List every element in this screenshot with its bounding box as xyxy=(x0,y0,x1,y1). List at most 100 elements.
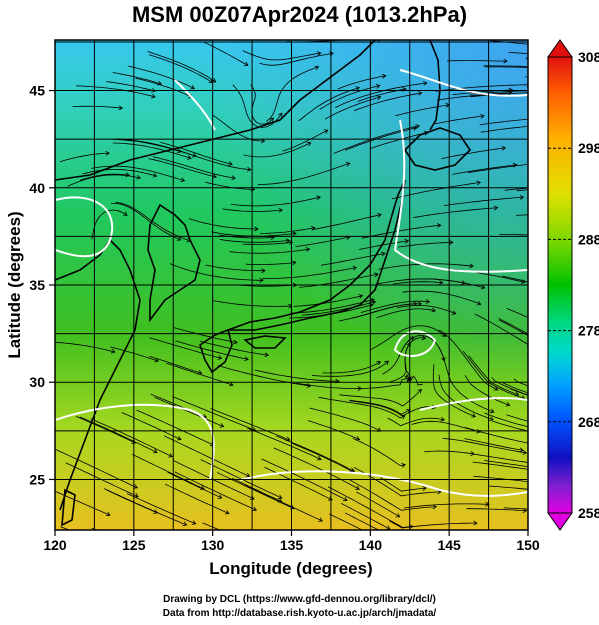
streamline-arrowhead xyxy=(316,455,322,461)
streamline-arrowhead xyxy=(305,247,311,252)
streamline-arrowhead xyxy=(432,504,437,510)
isotherm-contour xyxy=(55,403,215,481)
streamline-arrowhead xyxy=(470,451,475,456)
streamline-arrowhead xyxy=(520,279,526,284)
streamline-arrowhead xyxy=(404,238,410,244)
streamline-arrowhead xyxy=(538,427,542,431)
streamline-arrowhead xyxy=(469,263,474,269)
streamline xyxy=(166,362,234,386)
streamline-arrowhead xyxy=(269,117,274,123)
streamline-arrowhead xyxy=(375,84,381,89)
streamline-arrowhead xyxy=(438,280,444,285)
streamline-arrowhead xyxy=(505,401,511,407)
streamline xyxy=(432,364,476,417)
streamline xyxy=(75,416,136,444)
streamline xyxy=(339,389,422,407)
streamline xyxy=(498,319,528,336)
isotherm-contour xyxy=(393,119,528,273)
streamline xyxy=(111,203,181,241)
streamline xyxy=(506,308,528,318)
streamline-arrowhead xyxy=(415,124,420,129)
streamline xyxy=(135,77,193,98)
streamline-arrowhead xyxy=(381,251,386,257)
streamline-arrowhead xyxy=(519,194,525,200)
streamline-arrowhead xyxy=(374,272,379,278)
streamline xyxy=(260,227,315,234)
streamline xyxy=(173,327,238,343)
coastline-kyushu xyxy=(199,328,233,374)
streamline xyxy=(341,503,390,530)
streamline xyxy=(402,290,481,305)
streamline-arrowhead xyxy=(514,391,520,396)
streamline-arrowhead xyxy=(535,466,539,470)
streamline-arrowhead xyxy=(176,236,182,241)
y-tick-label: 40 xyxy=(29,180,45,196)
streamline xyxy=(435,84,528,92)
streamline xyxy=(91,165,185,182)
colorbar-min-arrow xyxy=(547,512,573,531)
streamline-arrowhead xyxy=(503,58,508,64)
streamline xyxy=(434,115,485,125)
streamline-arrowhead xyxy=(314,65,320,71)
streamline xyxy=(344,512,380,530)
streamline xyxy=(174,471,257,511)
streamline xyxy=(247,427,322,460)
streamline-arrowhead xyxy=(349,467,355,472)
streamline xyxy=(413,207,498,218)
streamline xyxy=(404,503,489,509)
streamline xyxy=(499,234,528,236)
streamline xyxy=(516,214,528,216)
streamline-arrowhead xyxy=(536,116,540,120)
streamline xyxy=(388,520,477,529)
streamline xyxy=(273,447,360,490)
streamline-arrowhead xyxy=(259,277,264,283)
streamline xyxy=(301,301,376,316)
streamline-arrowhead xyxy=(417,91,423,96)
streamline-arrowhead xyxy=(358,294,364,299)
streamline-arrowhead xyxy=(544,444,548,448)
streamline xyxy=(219,239,290,243)
streamline xyxy=(370,132,429,149)
streamline xyxy=(231,196,321,207)
streamline-arrowhead xyxy=(136,175,142,180)
streamline xyxy=(216,472,295,510)
coastline-taiwan xyxy=(61,488,76,527)
streamline-arrowhead xyxy=(412,126,418,131)
streamline xyxy=(75,85,156,98)
x-tick-label: 125 xyxy=(122,537,146,553)
streamline-arrowhead xyxy=(522,450,528,455)
streamline-arrowhead xyxy=(306,383,312,388)
streamline xyxy=(361,224,441,239)
streamline xyxy=(309,407,381,432)
isotherm-contour xyxy=(55,196,114,258)
streamline-arrowhead xyxy=(292,231,297,237)
colorbar-max-arrow xyxy=(547,39,573,58)
streamline-arrowhead xyxy=(264,352,270,358)
streamline-arrowhead xyxy=(480,284,486,290)
streamline xyxy=(72,105,123,109)
streamline xyxy=(452,164,517,175)
streamline xyxy=(318,396,406,419)
streamline xyxy=(243,142,311,158)
streamline xyxy=(438,374,494,421)
streamline-arrowhead xyxy=(191,520,197,525)
streamline xyxy=(502,275,528,283)
streamline xyxy=(464,375,510,406)
streamline xyxy=(131,453,205,490)
streamline xyxy=(312,214,382,230)
coastline-honshu xyxy=(227,179,406,331)
streamline-arrowhead xyxy=(152,448,158,454)
streamline-arrowhead xyxy=(345,162,351,167)
streamline-arrowhead xyxy=(229,381,234,387)
streamline xyxy=(199,340,269,356)
streamline xyxy=(293,295,363,307)
isotherm-contour xyxy=(399,69,528,97)
streamline xyxy=(79,416,158,453)
streamline xyxy=(210,408,290,441)
streamline-arrowhead xyxy=(243,61,249,66)
x-tick-label: 120 xyxy=(43,537,67,553)
streamline xyxy=(160,142,233,165)
streamline xyxy=(438,347,495,413)
streamline xyxy=(121,412,182,440)
streamline xyxy=(112,72,162,85)
